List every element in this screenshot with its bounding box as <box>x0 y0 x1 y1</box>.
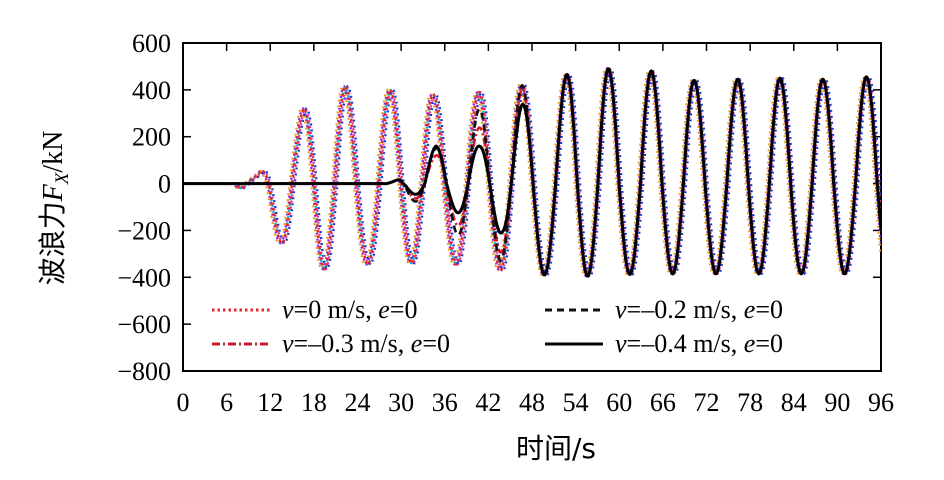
y-tick-label: −800 <box>117 357 171 386</box>
x-tick-label: 66 <box>650 388 676 417</box>
y-tick-label: 200 <box>132 123 171 152</box>
x-tick-label: 48 <box>519 388 545 417</box>
legend-background <box>205 292 880 370</box>
x-tick-label: 96 <box>868 388 894 417</box>
y-tick-label: −600 <box>117 310 171 339</box>
x-tick-label: 24 <box>345 388 371 417</box>
x-tick-label: 0 <box>177 388 190 417</box>
series-line-extra <box>183 67 881 278</box>
y-axis-label-unit: /kN <box>38 131 69 173</box>
y-axis-label-symbol: F <box>38 183 69 202</box>
y-tick-label: 0 <box>158 170 171 199</box>
y-axis-label: 波浪力FX/kN <box>36 131 73 286</box>
legend-label: v=–0.3 m/s, e=0 <box>282 329 450 358</box>
y-tick-label: −400 <box>117 263 171 292</box>
x-tick-label: 54 <box>563 388 589 417</box>
x-tick-label: 30 <box>388 388 414 417</box>
y-tick-label: 400 <box>132 76 171 105</box>
series-group <box>183 67 881 278</box>
y-axis-label-subscript: X <box>52 171 73 185</box>
legend-label: v=–0.2 m/s, e=0 <box>615 295 783 324</box>
legend: v=0 m/s, e=0 v=–0.2 m/s, e=0 v=–0.3 m/s, e… <box>205 292 880 370</box>
legend-label: v=–0.4 m/s, e=0 <box>615 329 783 358</box>
x-tick-label: 6 <box>220 388 233 417</box>
x-tick-label: 18 <box>301 388 327 417</box>
x-tick-label: 36 <box>432 388 458 417</box>
x-tick-label: 60 <box>606 388 632 417</box>
series-line <box>183 67 881 278</box>
svg-text:波浪力FX/kN: 波浪力FX/kN <box>36 131 73 286</box>
x-tick-label: 72 <box>694 388 720 417</box>
x-tick-labels: 0 6 12 18 24 30 36 42 48 54 60 66 72 78 84 90 96 <box>177 388 895 417</box>
legend-label: v=0 m/s, e=0 <box>282 295 418 324</box>
y-axis-label-text: 波浪力 <box>36 201 69 285</box>
series-line-extra <box>183 67 881 278</box>
x-tick-label: 90 <box>824 388 850 417</box>
plot-area <box>182 42 882 372</box>
y-tick-label: −200 <box>117 216 171 245</box>
series-line-extra <box>183 67 881 278</box>
x-axis-label: 时间/s <box>516 432 596 465</box>
x-tick-label: 12 <box>257 388 283 417</box>
x-tick-label: 84 <box>781 388 807 417</box>
y-tick-labels: 600 400 200 0 −200 −400 −600 −800 <box>117 29 171 386</box>
x-tick-label: 78 <box>737 388 763 417</box>
x-tick-label: 42 <box>475 388 501 417</box>
y-tick-label: 600 <box>132 29 171 58</box>
